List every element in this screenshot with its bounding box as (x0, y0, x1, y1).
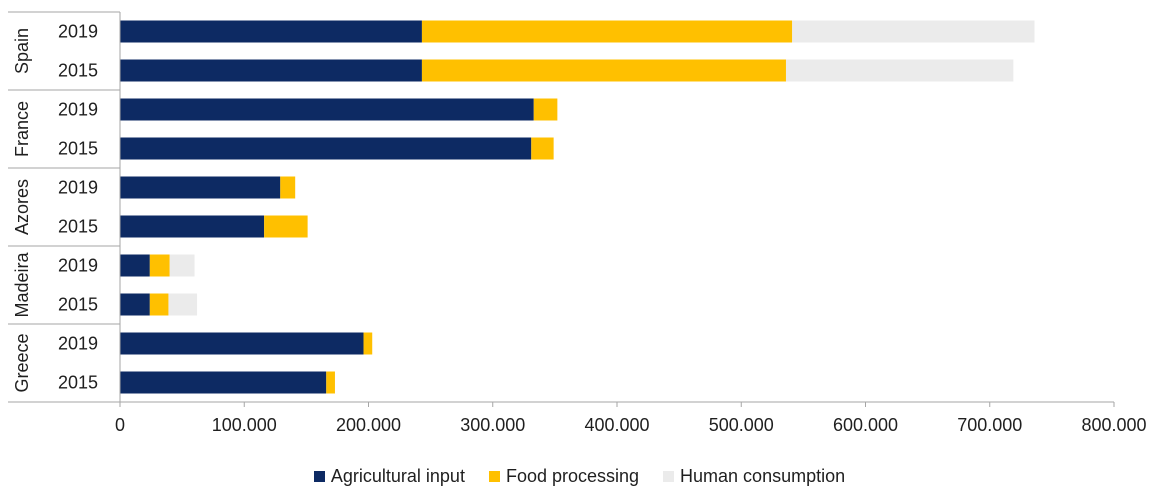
bar-spain-2019-agricultural-input (120, 20, 422, 43)
legend-swatch-agricultural-input (313, 471, 325, 482)
year-label-france-2019: 2019 (58, 100, 98, 120)
bar-madeira-2015-agricultural-input (120, 293, 150, 316)
legend-item-agricultural-input: Agricultural input (313, 466, 465, 487)
bar-spain-2019-food-processing (421, 20, 793, 43)
group-label-france: France (12, 101, 32, 157)
bar-spain-2015-human-consumption (785, 59, 1014, 82)
bar-azores-2015-agricultural-input (120, 215, 265, 238)
bar-madeira-2019-human-consumption (169, 254, 195, 277)
bar-france-2019-food-processing (533, 98, 558, 121)
bar-madeira-2015-human-consumption (168, 293, 198, 316)
group-label-azores: Azores (12, 179, 32, 235)
legend: Agricultural input Food processing Human… (0, 466, 1159, 487)
bar-france-2015-agricultural-input (120, 137, 532, 160)
x-tick-label-1: 100.000 (212, 415, 277, 435)
bar-azores-2019-food-processing (280, 176, 296, 199)
year-label-greece-2015: 2015 (58, 373, 98, 393)
legend-item-food-processing: Food processing (488, 466, 640, 487)
bar-greece-2019-agricultural-input (120, 332, 364, 355)
bar-spain-2015-food-processing (421, 59, 786, 82)
x-tick-label-7: 700.000 (957, 415, 1022, 435)
bar-spain-2019-human-consumption (792, 20, 1035, 43)
year-label-madeira-2019: 2019 (58, 256, 98, 276)
bar-greece-2015-agricultural-input (120, 371, 327, 394)
year-label-greece-2019: 2019 (58, 334, 98, 354)
bar-spain-2015-agricultural-input (120, 59, 422, 82)
x-tick-label-4: 400.000 (584, 415, 649, 435)
x-tick-label-8: 800.000 (1081, 415, 1146, 435)
year-label-azores-2015: 2015 (58, 217, 98, 237)
bar-madeira-2019-food-processing (149, 254, 170, 277)
legend-label-food-processing: Food processing (505, 466, 640, 486)
group-label-spain: Spain (12, 28, 32, 74)
x-tick-label-3: 300.000 (460, 415, 525, 435)
legend-swatch-human-consumption (663, 471, 675, 482)
bar-greece-2015-food-processing (326, 371, 335, 394)
x-tick-label-5: 500.000 (709, 415, 774, 435)
x-tick-label-2: 200.000 (336, 415, 401, 435)
year-label-azores-2019: 2019 (58, 178, 98, 198)
legend-item-human-consumption: Human consumption (663, 466, 845, 487)
bar-france-2019-agricultural-input (120, 98, 534, 121)
year-label-france-2015: 2015 (58, 139, 98, 159)
legend-swatch-food-processing (488, 471, 500, 482)
bar-azores-2015-food-processing (264, 215, 308, 238)
bar-madeira-2019-agricultural-input (120, 254, 150, 277)
year-label-madeira-2015: 2015 (58, 295, 98, 315)
legend-label-human-consumption: Human consumption (680, 466, 846, 486)
legend-label-agricultural-input: Agricultural input (330, 466, 465, 486)
bar-greece-2019-food-processing (363, 332, 373, 355)
x-tick-label-6: 600.000 (833, 415, 898, 435)
year-label-spain-2015: 2015 (58, 61, 98, 81)
bar-azores-2019-agricultural-input (120, 176, 281, 199)
year-label-spain-2019: 2019 (58, 22, 98, 42)
group-label-greece: Greece (12, 333, 32, 392)
bar-france-2015-food-processing (531, 137, 554, 160)
x-tick-label-0: 0 (115, 415, 125, 435)
bar-madeira-2015-food-processing (149, 293, 169, 316)
group-label-madeira: Madeira (12, 251, 32, 317)
stacked-bar-chart: 2019 2015 2019 2015 2019 2015 2019 2015 2019 2015… (8, 11, 1147, 435)
